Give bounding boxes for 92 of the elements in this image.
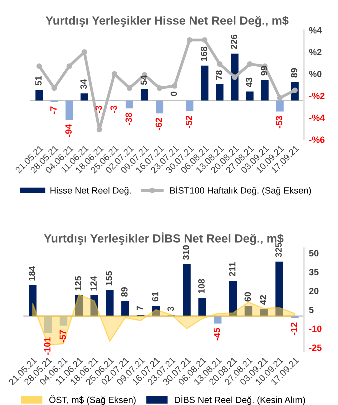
legend-label: DİBS Net Reel Değ. (Kesin Alım): [175, 395, 306, 405]
data-label: -12: [290, 322, 298, 336]
point: [172, 83, 178, 89]
bar: [276, 262, 284, 316]
data-label: -3: [110, 106, 118, 114]
data-label: 99: [261, 66, 268, 76]
bar: [183, 264, 191, 316]
point: [232, 74, 238, 80]
data-label: 125: [75, 276, 82, 291]
data-label: -62: [156, 118, 162, 130]
bar: [29, 285, 37, 316]
data-label: 54: [140, 75, 148, 86]
bar: [66, 100, 74, 120]
data-label: 226: [231, 34, 238, 50]
data-label: 89: [291, 68, 298, 78]
bar: [60, 316, 68, 326]
data-label: 34: [80, 80, 88, 90]
point: [247, 61, 253, 68]
data-label: 108: [198, 279, 205, 294]
data-label: -3: [96, 106, 102, 114]
bar: [106, 290, 114, 316]
data-label: 155: [106, 271, 112, 286]
data-label: -38: [126, 113, 132, 126]
data-label: 89: [121, 288, 128, 297]
legend-label: BİST100 Haftalık Değ. (Sağ Eksen): [170, 186, 312, 196]
y2-tick-label: 50: [309, 250, 319, 257]
legend-label: ÖST, m$ (Sağ Eksen): [50, 396, 136, 405]
y2-tick-label: -%4: [309, 114, 326, 122]
data-label: 184: [28, 266, 36, 281]
data-label: 78: [216, 70, 222, 80]
data-label: 3: [168, 306, 174, 312]
legend-label: Hisse Net Reel Değ.: [50, 187, 131, 196]
bar: [260, 309, 268, 316]
data-label: 168: [200, 46, 208, 62]
bar: [156, 100, 164, 114]
data-label: -7: [50, 106, 57, 114]
bar: [36, 90, 44, 101]
data-label: 0: [170, 92, 178, 96]
point: [277, 95, 283, 101]
bar: [261, 80, 269, 101]
y2-tick-label: %4: [309, 27, 322, 34]
bar: [126, 100, 134, 109]
y2-tick-label: -10: [309, 326, 322, 332]
data-label: -52: [186, 116, 192, 128]
data-label: 60: [244, 292, 252, 302]
data-label: 43: [246, 78, 252, 88]
bar: [216, 84, 224, 101]
bar: [140, 90, 149, 101]
point: [126, 86, 132, 92]
point: [36, 64, 42, 70]
bar: [80, 94, 88, 101]
bar: [198, 298, 206, 316]
point: [66, 64, 72, 70]
bar: [276, 100, 284, 112]
y2-tick-label: -25: [309, 344, 322, 352]
y2-tick-label: 35: [309, 269, 319, 276]
y2-tick-label: 5: [309, 307, 314, 314]
point: [217, 61, 223, 68]
data-label: 7: [136, 306, 144, 311]
point: [157, 86, 163, 92]
data-label: -45: [214, 328, 220, 341]
bar: [122, 301, 130, 316]
data-label: -101: [44, 338, 51, 356]
y2-tick-label: %2: [309, 49, 322, 56]
chart-title: Yurtdışı Yerleşikler Hisse Net Reel Değ., m$: [46, 16, 289, 28]
bar: [246, 92, 254, 101]
y2-tick-label: %0: [309, 71, 322, 78]
data-label: 211: [229, 262, 236, 276]
bar: [201, 66, 209, 101]
bar: [186, 100, 194, 112]
data-label: 61: [152, 292, 159, 302]
bar: [231, 54, 239, 101]
data-label: 325: [276, 242, 282, 258]
data-label: 124: [90, 276, 97, 291]
y2-tick-label: -%6: [309, 136, 325, 144]
y2-tick-label: -%2: [309, 92, 325, 100]
data-label: 51: [36, 76, 42, 86]
data-label: 42: [260, 295, 266, 305]
bar: [44, 316, 52, 334]
data-label: -94: [66, 124, 72, 138]
point: [52, 86, 58, 92]
data-label: -57: [60, 330, 66, 343]
y2-tick-label: 20: [309, 288, 319, 294]
bar: [229, 280, 238, 316]
bar: [90, 296, 98, 316]
data-label: 310: [183, 246, 190, 260]
point: [112, 71, 118, 77]
bar: [75, 295, 84, 316]
bar: [244, 306, 253, 316]
data-label: -53: [276, 116, 283, 129]
bar: [152, 306, 160, 316]
bar: [214, 316, 222, 324]
